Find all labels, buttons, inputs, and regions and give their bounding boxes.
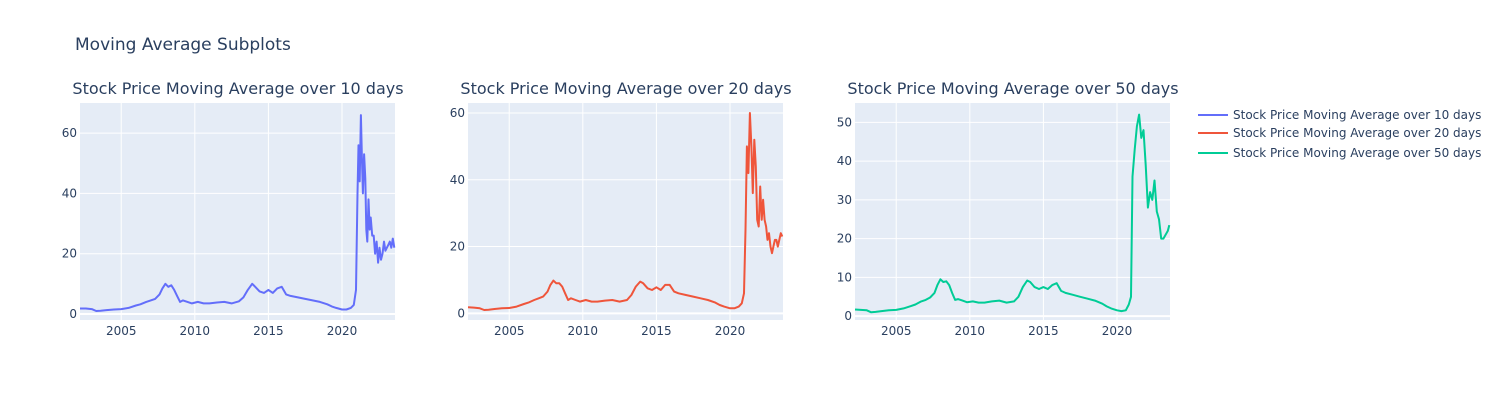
legend-label: Stock Price Moving Average over 50 days [1233, 146, 1481, 160]
x-tick-label: 2005 [881, 324, 912, 338]
legend-item[interactable]: Stock Price Moving Average over 50 days [1198, 146, 1481, 160]
subplot-10-day: Stock Price Moving Average over 10 days … [62, 79, 404, 338]
y-tick-label: 40 [450, 173, 465, 187]
y-tick-label: 40 [62, 186, 77, 200]
subplot-title: Stock Price Moving Average over 20 days [460, 79, 791, 98]
y-tick-label: 60 [62, 126, 77, 140]
y-tick-label: 20 [450, 240, 465, 254]
legend[interactable]: Stock Price Moving Average over 10 days … [1198, 108, 1481, 160]
series-line[interactable] [854, 113, 1171, 314]
subplot-50-day: Stock Price Moving Average over 50 days … [837, 79, 1179, 338]
subplot-title: Stock Price Moving Average over 10 days [72, 79, 403, 98]
x-tick-label: 2015 [253, 324, 284, 338]
x-tick-label: 2020 [327, 324, 358, 338]
y-tick-label: 0 [844, 309, 852, 323]
x-tick-label: 2010 [568, 324, 599, 338]
y-tick-label: 10 [837, 270, 852, 284]
y-tick-label: 50 [837, 115, 852, 129]
legend-item[interactable]: Stock Price Moving Average over 10 days [1198, 108, 1481, 122]
figure-title: Moving Average Subplots [75, 35, 291, 55]
x-tick-label: 2005 [106, 324, 137, 338]
x-tick-label: 2020 [1102, 324, 1133, 338]
x-tick-label: 2005 [494, 324, 525, 338]
series-line[interactable] [80, 114, 396, 312]
plot-area [468, 103, 783, 320]
plot-area [80, 103, 395, 320]
subplot-20-day: Stock Price Moving Average over 20 days … [450, 79, 792, 338]
plot-area [855, 103, 1170, 320]
legend-label: Stock Price Moving Average over 20 days [1233, 126, 1481, 140]
legend-label: Stock Price Moving Average over 10 days [1233, 108, 1481, 122]
x-tick-label: 2015 [1028, 324, 1059, 338]
x-tick-label: 2010 [180, 324, 211, 338]
y-tick-label: 40 [837, 154, 852, 168]
x-tick-label: 2020 [715, 324, 746, 338]
legend-item[interactable]: Stock Price Moving Average over 20 days [1198, 126, 1481, 140]
series-line[interactable] [467, 112, 784, 311]
x-tick-label: 2015 [641, 324, 672, 338]
y-tick-label: 20 [837, 232, 852, 246]
y-tick-label: 0 [69, 307, 77, 321]
y-tick-label: 0 [457, 306, 465, 320]
x-tick-label: 2010 [955, 324, 986, 338]
y-tick-label: 20 [62, 247, 77, 261]
y-tick-label: 60 [450, 106, 465, 120]
subplot-title: Stock Price Moving Average over 50 days [847, 79, 1178, 98]
y-tick-label: 30 [837, 193, 852, 207]
